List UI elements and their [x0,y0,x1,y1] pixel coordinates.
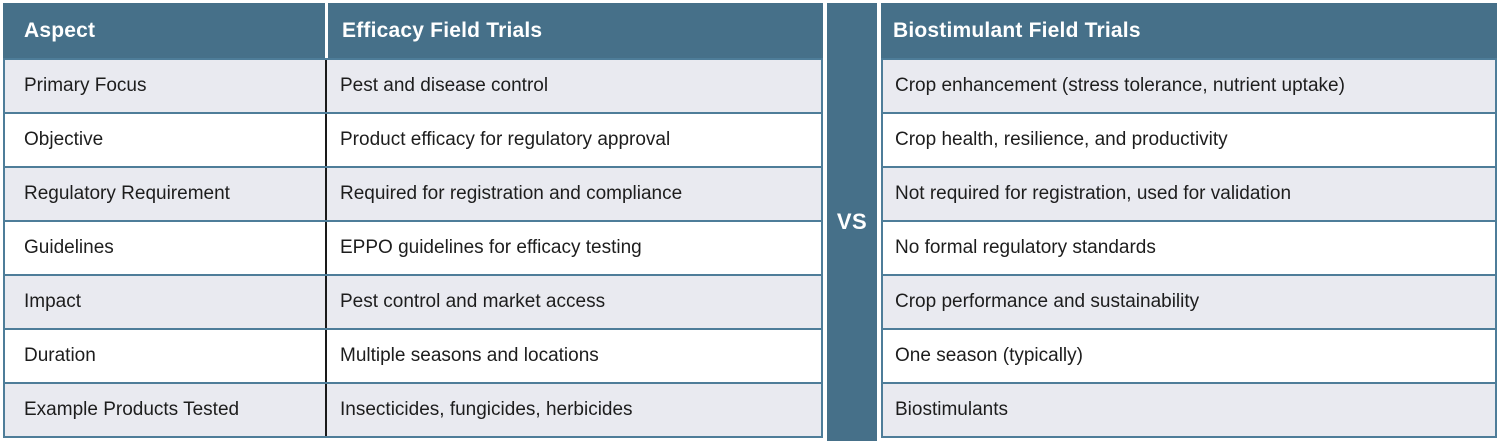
vs-divider: VS [827,3,877,441]
table-row: Crop performance and sustainability [883,274,1495,328]
table-row: Primary Focus Pest and disease control [5,58,821,112]
table-row: Guidelines EPPO guidelines for efficacy … [5,220,821,274]
biostimulant-cell: Crop enhancement (stress tolerance, nutr… [895,75,1345,96]
aspect-cell: Impact [24,291,82,312]
table-row: Biostimulants [883,382,1495,436]
table-row: Duration Multiple seasons and locations [5,328,821,382]
efficacy-cell: Required for registration and compliance [325,168,821,220]
divider-gap [823,3,827,438]
biostimulant-cell: Biostimulants [895,399,1008,420]
biostimulant-table-header-row: Biostimulant Field Trials [881,3,1497,58]
biostimulant-cell: Not required for registration, used for … [895,183,1292,204]
biostimulant-cell: Crop health, resilience, and productivit… [895,129,1228,150]
efficacy-cell: Pest control and market access [325,276,821,328]
table-row: Example Products Tested Insecticides, fu… [5,382,821,436]
aspect-cell: Guidelines [24,237,114,258]
efficacy-table-header-row: Aspect Efficacy Field Trials [3,3,823,58]
efficacy-cell: Pest and disease control [325,60,821,112]
efficacy-column-header: Efficacy Field Trials [325,3,823,58]
biostimulant-table-body: Crop enhancement (stress tolerance, nutr… [881,58,1497,438]
table-row: Regulatory Requirement Required for regi… [5,166,821,220]
biostimulant-table: Biostimulant Field Trials Crop enhanceme… [881,3,1497,438]
table-row: Crop health, resilience, and productivit… [883,112,1495,166]
efficacy-table-body: Primary Focus Pest and disease control O… [3,58,823,438]
table-row: Impact Pest control and market access [5,274,821,328]
efficacy-cell: Multiple seasons and locations [325,330,821,382]
table-row: Objective Product efficacy for regulator… [5,112,821,166]
vs-label: VS [836,209,868,234]
efficacy-cell: Insecticides, fungicides, herbicides [325,384,821,436]
table-row: One season (typically) [883,328,1495,382]
aspect-cell: Primary Focus [24,75,147,96]
aspect-cell: Duration [24,345,96,366]
aspect-cell: Regulatory Requirement [24,183,230,204]
aspect-column-header: Aspect [24,18,96,42]
aspect-cell: Example Products Tested [24,399,240,420]
biostimulant-cell: No formal regulatory standards [895,237,1156,258]
efficacy-cell: EPPO guidelines for efficacy testing [325,222,821,274]
table-row: No formal regulatory standards [883,220,1495,274]
table-row: Crop enhancement (stress tolerance, nutr… [883,58,1495,112]
efficacy-table: Aspect Efficacy Field Trials Primary Foc… [3,3,823,438]
biostimulant-column-header: Biostimulant Field Trials [893,18,1141,42]
aspect-cell: Objective [24,129,104,150]
biostimulant-cell: One season (typically) [895,345,1083,366]
divider-gap [877,3,881,438]
table-row: Not required for registration, used for … [883,166,1495,220]
biostimulant-cell: Crop performance and sustainability [895,291,1200,312]
efficacy-cell: Product efficacy for regulatory approval [325,114,821,166]
